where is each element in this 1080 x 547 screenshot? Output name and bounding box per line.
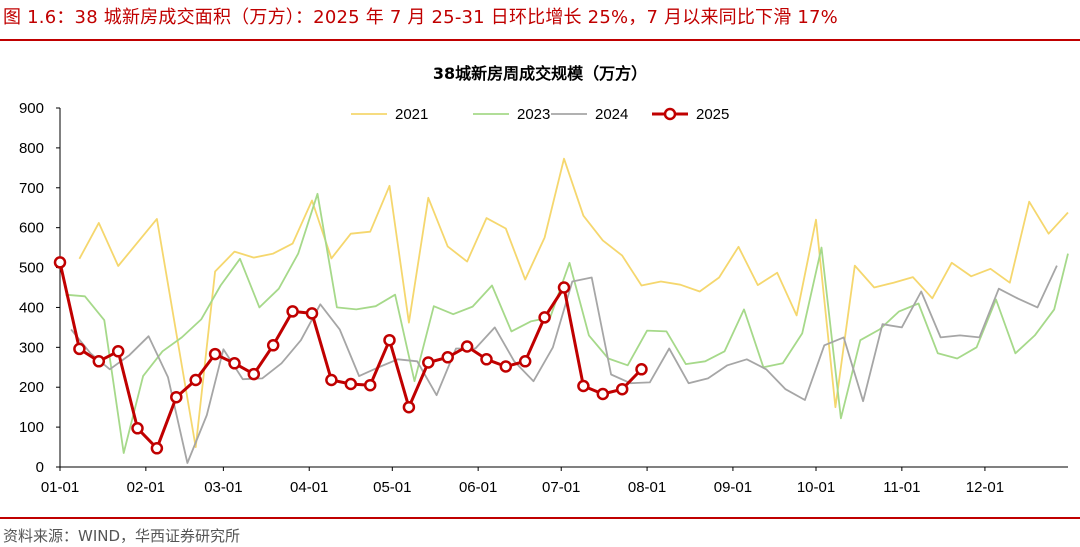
data-point-2025 bbox=[131, 422, 144, 435]
data-point-2025 bbox=[344, 377, 358, 391]
data-point-2025 bbox=[422, 356, 435, 369]
x-tick-label: 10-01 bbox=[797, 479, 835, 496]
x-tick-label: 05-01 bbox=[373, 479, 411, 496]
data-point-2025 bbox=[92, 355, 106, 368]
data-point-2025 bbox=[383, 333, 396, 347]
bottom-rule bbox=[0, 517, 1080, 519]
series-2025 bbox=[53, 256, 648, 455]
data-point-2025 bbox=[557, 281, 571, 294]
x-tick-label: 12-01 bbox=[966, 479, 1004, 496]
data-point-2025 bbox=[635, 363, 648, 376]
x-tick-label: 11-01 bbox=[883, 479, 920, 496]
y-tick-label: 300 bbox=[19, 339, 44, 356]
data-point-2025 bbox=[402, 400, 416, 414]
data-point-2025 bbox=[53, 256, 67, 269]
legend-label-2023: 2023 bbox=[517, 106, 550, 123]
legend-marker-2025 bbox=[663, 107, 677, 121]
y-tick-label: 0 bbox=[36, 459, 44, 476]
data-point-2025 bbox=[111, 345, 125, 358]
data-point-2025 bbox=[325, 373, 338, 387]
figure-title: 图 1.6：38 城新房成交面积（万方）：2025 年 7 月 25-31 日环… bbox=[3, 7, 838, 28]
data-point-2025 bbox=[305, 307, 319, 320]
chart-title: 38城新房周成交规模（万方） bbox=[432, 64, 648, 83]
data-point-2025 bbox=[150, 442, 164, 455]
data-point-2025 bbox=[266, 339, 280, 352]
data-point-2025 bbox=[596, 387, 610, 401]
legend-label-2025: 2025 bbox=[696, 106, 729, 123]
data-point-2025 bbox=[499, 360, 513, 373]
data-point-2025 bbox=[286, 305, 299, 318]
top-rule bbox=[0, 39, 1080, 41]
legend-label-2021: 2021 bbox=[395, 106, 428, 123]
y-tick-label: 600 bbox=[19, 220, 44, 237]
data-point-2025 bbox=[460, 340, 474, 353]
y-tick-label: 400 bbox=[19, 299, 44, 316]
x-tick-label: 01-01 bbox=[41, 479, 79, 496]
legend: 2021 2023 2024 2025 bbox=[351, 106, 729, 123]
series-line-2021 bbox=[78, 157, 1069, 449]
data-point-2025 bbox=[73, 342, 86, 356]
x-tick-label: 08-01 bbox=[628, 479, 666, 496]
y-tick-label: 200 bbox=[19, 379, 44, 396]
data-point-2025 bbox=[538, 311, 551, 324]
x-tick-label: 09-01 bbox=[714, 479, 752, 496]
y-tick-label: 100 bbox=[19, 419, 44, 436]
data-point-2025 bbox=[441, 351, 454, 364]
data-point-2025 bbox=[228, 357, 241, 370]
x-tick-label: 02-01 bbox=[127, 479, 165, 496]
series-2023 bbox=[65, 192, 1069, 454]
y-tick-label: 800 bbox=[19, 140, 44, 157]
data-point-2025 bbox=[577, 379, 590, 393]
source-note: 资料来源：WIND，华西证券研究所 bbox=[3, 527, 241, 545]
x-tick-label: 04-01 bbox=[290, 479, 328, 496]
data-point-2025 bbox=[170, 390, 183, 404]
x-tick-label: 03-01 bbox=[204, 479, 242, 496]
series-2021 bbox=[78, 157, 1069, 449]
y-tick-label: 900 bbox=[19, 100, 44, 117]
x-tick-label: 07-01 bbox=[542, 479, 580, 496]
data-point-2025 bbox=[208, 347, 222, 361]
data-point-2025 bbox=[363, 378, 377, 392]
data-point-2025 bbox=[247, 367, 261, 381]
data-point-2025 bbox=[518, 355, 532, 368]
data-point-2025 bbox=[189, 373, 202, 387]
series-line-2023 bbox=[65, 192, 1069, 454]
legend-label-2024: 2024 bbox=[595, 106, 628, 123]
y-tick-label: 700 bbox=[19, 180, 44, 197]
y-tick-label: 500 bbox=[19, 260, 44, 277]
x-tick-label: 06-01 bbox=[459, 479, 497, 496]
data-point-2025 bbox=[615, 382, 629, 396]
data-point-2025 bbox=[480, 353, 493, 366]
